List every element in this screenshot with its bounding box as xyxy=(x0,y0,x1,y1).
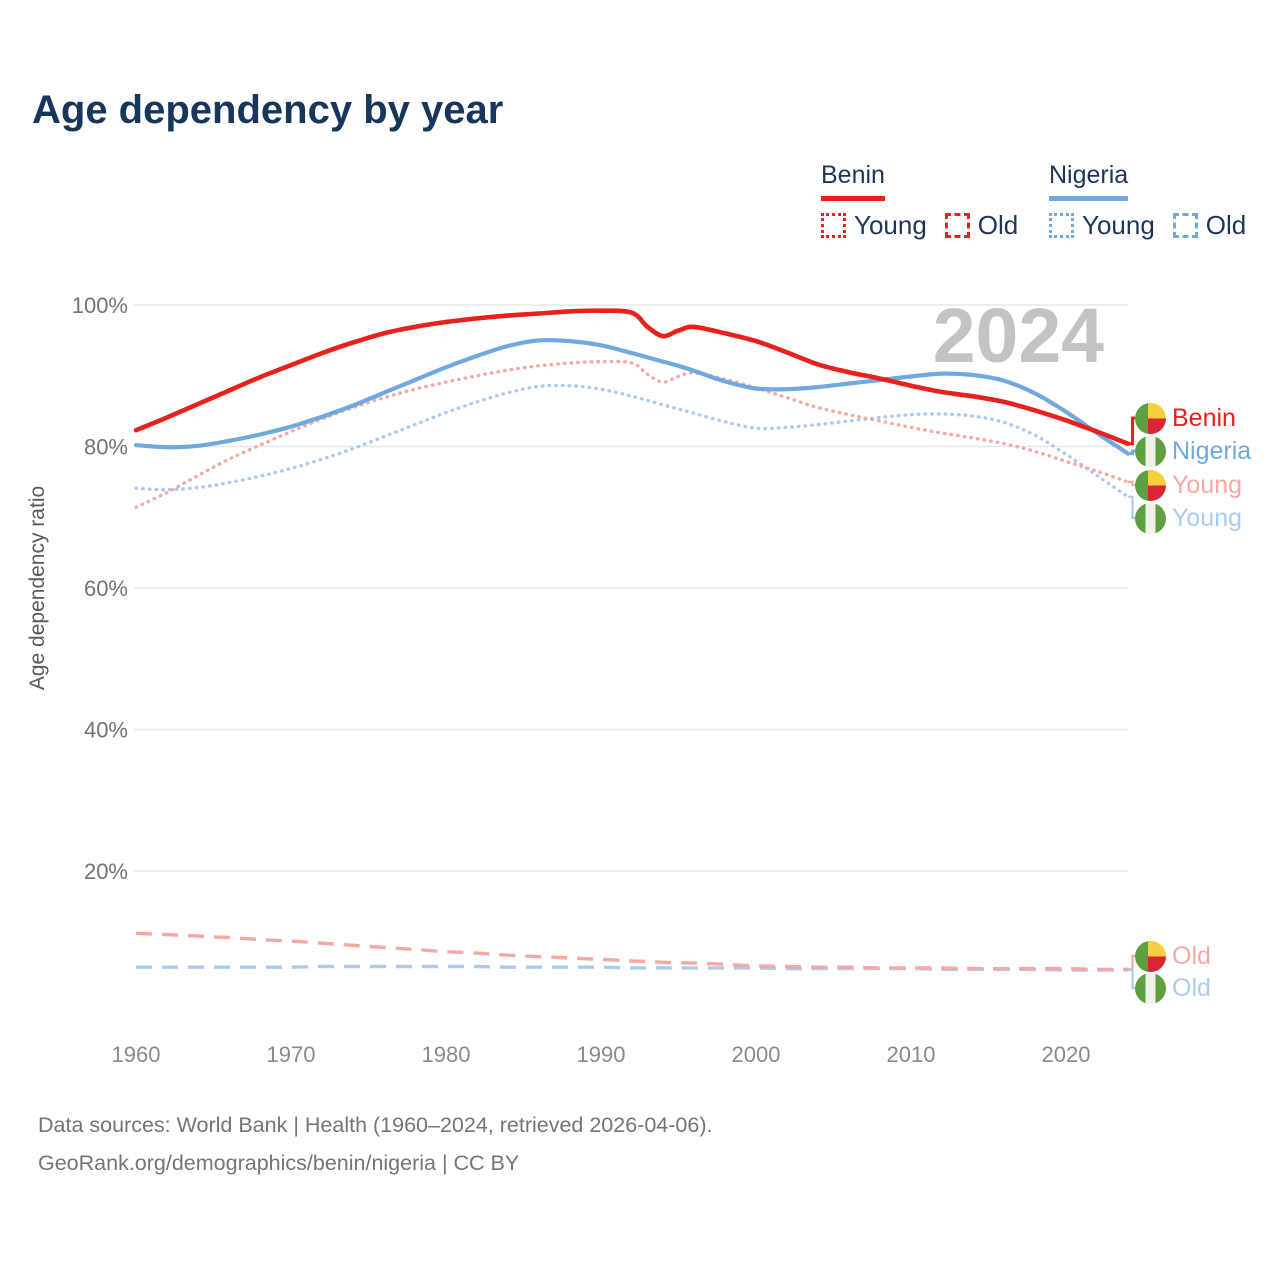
y-tick-label: 20% xyxy=(84,859,128,884)
end-label-benin_total[interactable]: Benin xyxy=(1135,402,1236,434)
y-axis-title: Age dependency ratio xyxy=(26,486,49,690)
y-tick-label: 40% xyxy=(84,718,128,743)
end-label-text: Nigeria xyxy=(1172,436,1252,465)
x-tick-label: 1980 xyxy=(422,1042,471,1067)
benin-flag-icon xyxy=(1135,469,1166,501)
end-label-leader-benin_old xyxy=(1128,954,1135,971)
series-line-nigeria_total[interactable] xyxy=(133,337,1131,456)
chart-footer: Data sources: World Bank | Health (1960–… xyxy=(38,1106,712,1183)
end-label-nigeria_total[interactable]: Nigeria xyxy=(1135,435,1252,467)
legend-item-label: Young xyxy=(1082,209,1155,240)
nigeria-old-swatch-icon xyxy=(1172,212,1198,238)
legend-item-nigeria-old[interactable]: Old xyxy=(1172,209,1247,241)
end-label-leader-nigeria_total xyxy=(1128,449,1135,456)
benin-flag-icon xyxy=(1135,940,1166,972)
nigeria-young-swatch-icon xyxy=(1049,212,1074,238)
page-title: Age dependency by year xyxy=(32,88,504,132)
legend-group-benin: Benin Young Old xyxy=(821,161,1018,241)
end-label-leader-nigeria_old xyxy=(1128,968,1135,990)
x-tick-label: 2000 xyxy=(732,1042,781,1067)
series-line-benin_young[interactable] xyxy=(134,359,1130,509)
benin-young-swatch-icon xyxy=(821,212,846,238)
end-label-nigeria_young[interactable]: Young xyxy=(1135,502,1242,534)
end-label-text: Young xyxy=(1172,470,1242,499)
legend-item-label: Old xyxy=(977,209,1019,240)
end-label-benin_young[interactable]: Young xyxy=(1135,469,1242,501)
x-tick-label: 1990 xyxy=(577,1042,626,1067)
x-tick-label: 2020 xyxy=(1042,1042,1091,1067)
x-tick-label: 1970 xyxy=(267,1042,316,1067)
end-label-nigeria_old[interactable]: Old xyxy=(1135,972,1211,1004)
y-tick-label: 80% xyxy=(84,435,128,460)
benin-old-swatch-icon xyxy=(944,212,970,238)
end-label-benin_old[interactable]: Old xyxy=(1135,940,1211,972)
series-line-benin_old[interactable] xyxy=(135,931,1129,972)
legend-country-nigeria[interactable]: Nigeria xyxy=(1049,161,1129,201)
legend-country-benin[interactable]: Benin xyxy=(821,161,885,201)
end-label-leader-nigeria_young xyxy=(1128,495,1135,520)
footer-attribution: GeoRank.org/demographics/benin/nigeria |… xyxy=(38,1151,520,1176)
legend-item-label: Young xyxy=(854,209,927,240)
series-line-nigeria_young[interactable] xyxy=(134,383,1130,499)
end-label-text: Old xyxy=(1172,941,1211,970)
x-tick-label: 1960 xyxy=(112,1042,161,1067)
legend-group-nigeria: Nigeria Young Old xyxy=(1049,161,1246,241)
legend-items-benin: Young Old xyxy=(821,210,1018,241)
legend-item-benin-old[interactable]: Old xyxy=(944,209,1019,241)
end-label-text: Young xyxy=(1172,503,1242,532)
end-label-leader-benin_total xyxy=(1128,416,1135,446)
nigeria-flag-icon xyxy=(1135,435,1166,467)
series-line-benin_total[interactable] xyxy=(133,308,1131,446)
legend-items-nigeria: Young Old xyxy=(1049,210,1246,241)
y-tick-label: 60% xyxy=(84,576,128,601)
legend-item-nigeria-young[interactable]: Young xyxy=(1049,210,1155,241)
footer-data-sources: Data sources: World Bank | Health (1960–… xyxy=(38,1113,713,1137)
end-label-text: Old xyxy=(1172,973,1211,1002)
y-tick-label: 100% xyxy=(72,293,128,318)
end-label-leader-benin_young xyxy=(1128,480,1135,487)
benin-flag-icon xyxy=(1135,402,1166,434)
end-label-text: Benin xyxy=(1172,403,1236,432)
watermark-year: 2024 xyxy=(933,293,1104,379)
nigeria-flag-icon xyxy=(1135,502,1166,534)
nigeria-flag-icon xyxy=(1135,972,1166,1004)
legend-item-benin-young[interactable]: Young xyxy=(821,210,927,241)
legend-item-label: Old xyxy=(1205,209,1247,240)
x-tick-label: 2010 xyxy=(887,1042,936,1067)
